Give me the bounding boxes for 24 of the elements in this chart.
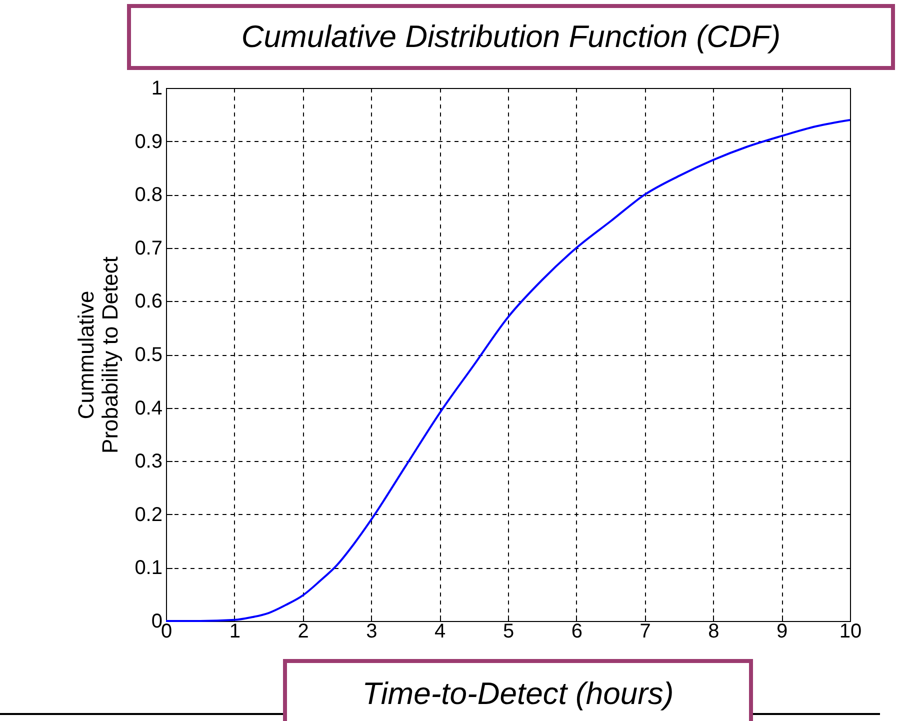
- x-tick-label: 5: [502, 620, 514, 642]
- chart-title: Cumulative Distribution Function (CDF): [127, 4, 895, 70]
- y-tick-label: 0.8: [134, 184, 162, 206]
- y-tick-label: 0.5: [134, 344, 162, 366]
- y-tick-label: 0.1: [134, 557, 162, 580]
- x-tick-label: 6: [571, 620, 582, 642]
- y-tick-label: 0.9: [134, 130, 162, 153]
- x-tick-label: 3: [366, 620, 378, 642]
- x-tick-label: 2: [298, 620, 309, 642]
- y-tick-label: 0.2: [134, 504, 162, 526]
- y-tick-label: 1: [151, 78, 162, 100]
- x-tick-label: 4: [434, 620, 446, 642]
- line-series: [165, 118, 851, 622]
- y-tick-label: 0.3: [134, 450, 162, 473]
- y-axis-title: Cummulative Probability to Detect: [74, 256, 123, 454]
- x-tick-label: 7: [640, 620, 651, 642]
- x-axis-title: Time-to-Detect (hours): [283, 659, 753, 721]
- y-tick-label: 0.6: [134, 290, 162, 313]
- x-tick-label: 10: [839, 620, 862, 642]
- x-tick-label: 9: [776, 620, 788, 642]
- y-tick-label: 0.4: [134, 397, 162, 420]
- x-tick-label: 1: [229, 620, 240, 642]
- y-tick-label: 0.7: [134, 237, 162, 260]
- x-tick-label: 8: [708, 620, 720, 642]
